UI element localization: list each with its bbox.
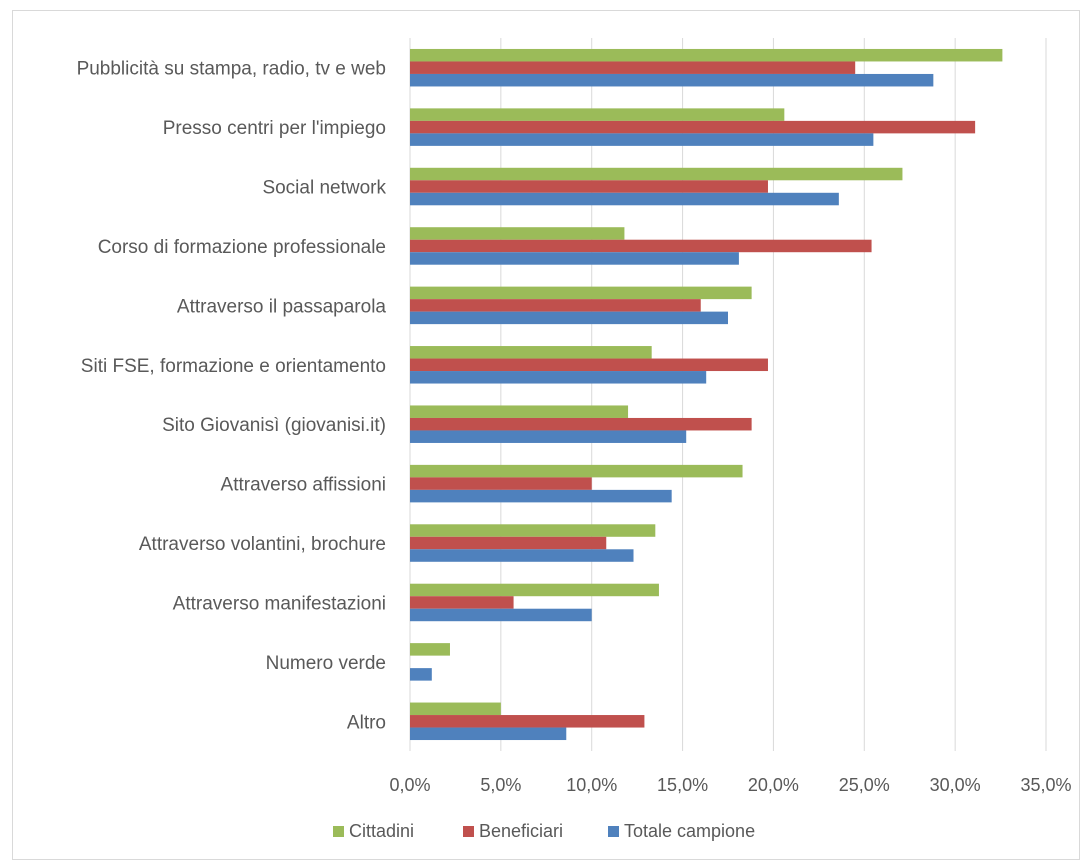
legend-label: Totale campione <box>624 821 755 841</box>
x-tick-label: 10,0% <box>566 775 617 795</box>
x-tick-label: 5,0% <box>480 775 521 795</box>
legend: Cittadini Beneficiari Totale campione <box>333 821 755 841</box>
bar-beneficiari <box>410 239 872 253</box>
bar-beneficiari <box>410 61 856 74</box>
bar-beneficiari <box>410 417 752 431</box>
bar-totale-campione <box>410 311 728 325</box>
legend-label: Beneficiari <box>479 821 563 841</box>
legend-swatch <box>608 826 619 837</box>
bar-cittadini <box>410 346 652 359</box>
bar-cittadini <box>410 643 450 656</box>
bar-beneficiari <box>410 596 514 609</box>
bar-totale-campione <box>410 727 567 741</box>
bar-totale-campione <box>410 252 739 265</box>
bar-beneficiari <box>410 299 701 312</box>
category-label: Pubblicità su stampa, radio, tv e web <box>77 59 386 80</box>
bar-beneficiari <box>410 477 592 490</box>
bar-cittadini <box>410 583 659 597</box>
bar-totale-campione <box>410 668 432 681</box>
bar-beneficiari <box>410 715 645 728</box>
bar-beneficiari <box>410 120 976 134</box>
bar-beneficiari <box>410 180 768 193</box>
bar-totale-campione <box>410 549 634 562</box>
bar-cittadini <box>410 108 785 121</box>
category-label: Presso centri per l'impiego <box>163 118 386 139</box>
category-label: Attraverso volantini, brochure <box>139 534 386 555</box>
category-label: Numero verde <box>266 653 386 674</box>
x-tick-label: 0,0% <box>389 775 430 795</box>
bar-totale-campione <box>410 489 672 503</box>
x-tick-label: 25,0% <box>839 775 890 795</box>
bar-cittadini <box>410 48 1003 62</box>
x-tick-label: 30,0% <box>930 775 981 795</box>
bar-cittadini <box>410 464 743 478</box>
category-label: Attraverso il passaparola <box>177 296 387 317</box>
bar-cittadini <box>410 227 625 240</box>
bar-cittadini <box>410 524 656 537</box>
category-label: Altro <box>347 712 386 733</box>
bar-totale-campione <box>410 192 839 206</box>
grid-lines <box>409 38 1047 751</box>
category-label: Siti FSE, formazione e orientamento <box>81 356 386 377</box>
bar-totale-campione <box>410 430 687 443</box>
x-tick-label: 35,0% <box>1020 775 1071 795</box>
x-tick-label: 20,0% <box>748 775 799 795</box>
legend-swatch <box>463 826 474 837</box>
category-label: Attraverso manifestazioni <box>173 593 386 614</box>
category-label: Attraverso affissioni <box>221 475 386 496</box>
bar-cittadini <box>410 405 629 418</box>
bars <box>410 48 1003 741</box>
bar-totale-campione <box>410 371 707 384</box>
bar-cittadini <box>410 702 501 716</box>
bar-cittadini <box>410 167 903 181</box>
category-label: Sito Giovanisì (giovanisi.it) <box>162 415 386 436</box>
legend-swatch <box>333 826 344 837</box>
category-label: Social network <box>262 178 386 199</box>
bar-beneficiari <box>410 358 768 372</box>
bar-totale-campione <box>410 73 934 87</box>
x-tick-label: 15,0% <box>657 775 708 795</box>
bar-totale-campione <box>410 608 592 622</box>
bar-beneficiari <box>410 536 607 550</box>
bar-totale-campione <box>410 133 874 146</box>
category-label: Corso di formazione professionale <box>98 237 386 258</box>
legend-label: Cittadini <box>349 821 414 841</box>
category-labels: Pubblicità su stampa, radio, tv e web Pre… <box>77 59 387 734</box>
bar-cittadini <box>410 286 752 300</box>
x-tick-labels: 0,0% 5,0% 10,0% 15,0% 20,0% 25,0% 30,0% 35,0% <box>389 775 1071 795</box>
